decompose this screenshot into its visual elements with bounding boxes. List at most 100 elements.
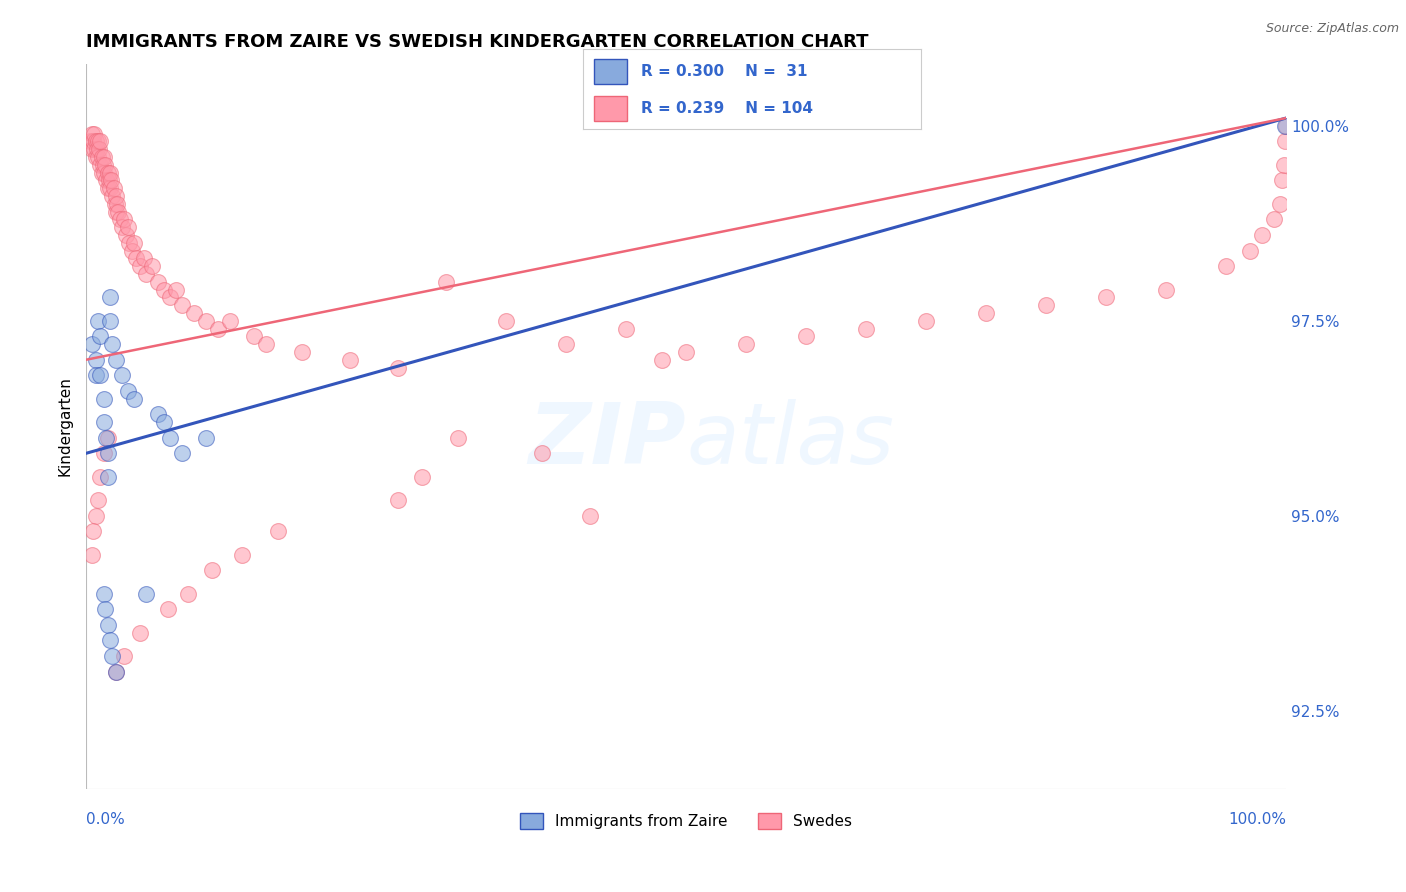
Point [267, 524, 290, 539]
Point [89, 469, 111, 483]
Point [129, 259, 152, 273]
Point [105, 352, 128, 367]
Point [84, 150, 107, 164]
Point [219, 314, 242, 328]
Point [651, 352, 673, 367]
Point [129, 625, 152, 640]
Point [84, 368, 107, 383]
Point [93, 166, 115, 180]
Point [1095, 290, 1118, 304]
Point [98, 633, 121, 648]
Point [117, 220, 139, 235]
Text: R = 0.239    N = 104: R = 0.239 N = 104 [641, 101, 813, 116]
Text: R = 0.300    N =  31: R = 0.300 N = 31 [641, 64, 807, 79]
Point [89, 158, 111, 172]
Point [93, 587, 115, 601]
Point [1272, 158, 1295, 172]
Point [434, 275, 457, 289]
Point [156, 602, 179, 616]
Point [105, 189, 128, 203]
Point [1275, 119, 1298, 133]
Point [93, 446, 115, 460]
Point [105, 204, 128, 219]
Point [153, 283, 176, 297]
Point [84, 352, 107, 367]
Point [170, 446, 193, 460]
Point [93, 150, 115, 164]
Point [80, 127, 103, 141]
Text: 100.0%: 100.0% [1227, 812, 1286, 827]
Point [90, 166, 112, 180]
Point [82, 524, 104, 539]
Point [1154, 283, 1177, 297]
Point [98, 181, 121, 195]
Point [114, 648, 136, 663]
Point [183, 306, 205, 320]
Point [447, 431, 470, 445]
Legend: Immigrants from Zaire, Swedes: Immigrants from Zaire, Swedes [513, 807, 858, 835]
Point [1274, 135, 1296, 149]
Point [855, 321, 877, 335]
Point [104, 197, 127, 211]
Point [195, 314, 218, 328]
Point [1251, 227, 1274, 242]
Point [98, 290, 121, 304]
Point [794, 329, 817, 343]
Point [103, 181, 125, 195]
Point [291, 345, 314, 359]
Point [98, 166, 121, 180]
Point [135, 587, 157, 601]
Point [159, 431, 181, 445]
Point [96, 431, 118, 445]
Point [111, 220, 134, 235]
Point [111, 368, 134, 383]
Point [84, 135, 107, 149]
Point [132, 252, 155, 266]
Point [94, 602, 117, 616]
Point [105, 197, 128, 211]
Point [170, 298, 193, 312]
Point [1035, 298, 1057, 312]
Point [90, 150, 112, 164]
Point [495, 314, 517, 328]
Point [125, 252, 148, 266]
Point [675, 345, 697, 359]
Point [735, 337, 758, 351]
Point [98, 314, 121, 328]
Point [195, 431, 218, 445]
Point [1274, 119, 1296, 133]
Point [91, 158, 114, 172]
Point [83, 142, 105, 156]
Y-axis label: Kindergarten: Kindergarten [58, 376, 72, 476]
Point [117, 384, 139, 398]
Point [339, 352, 361, 367]
Point [93, 392, 115, 406]
Point [122, 235, 145, 250]
Point [118, 235, 141, 250]
Point [87, 150, 110, 164]
Point [231, 548, 253, 562]
Text: atlas: atlas [686, 399, 894, 482]
Point [1271, 173, 1294, 187]
Point [146, 407, 169, 421]
Point [100, 173, 122, 187]
Point [97, 166, 120, 180]
Point [84, 508, 107, 523]
Point [1268, 197, 1291, 211]
Text: Source: ZipAtlas.com: Source: ZipAtlas.com [1265, 22, 1399, 36]
Point [146, 275, 169, 289]
Point [97, 181, 120, 195]
Point [201, 563, 224, 577]
FancyBboxPatch shape [593, 59, 627, 85]
Point [89, 329, 111, 343]
Point [107, 204, 129, 219]
Text: ZIP: ZIP [529, 399, 686, 482]
Point [387, 360, 409, 375]
Point [87, 135, 110, 149]
Point [96, 173, 118, 187]
Point [80, 337, 103, 351]
Point [97, 446, 120, 460]
Point [82, 135, 104, 149]
Point [93, 415, 115, 429]
Point [87, 493, 110, 508]
